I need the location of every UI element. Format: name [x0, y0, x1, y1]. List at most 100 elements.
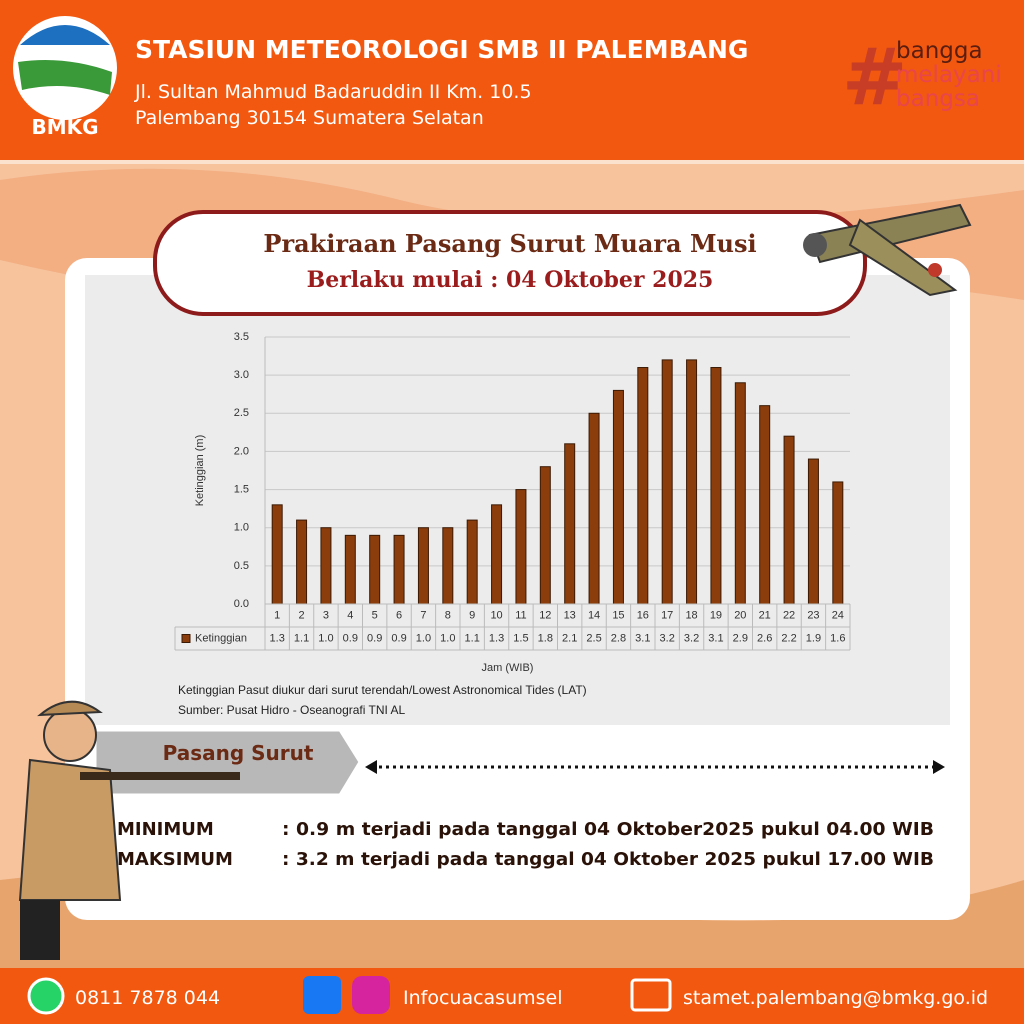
- data-label: 1.0: [416, 632, 431, 644]
- summary-label: Pasang Surut: [163, 741, 314, 765]
- address-line: Palembang 30154 Sumatera Selatan: [135, 107, 484, 129]
- data-label: 2.6: [757, 632, 772, 644]
- note: Ketinggian Pasut diukur dari surut teren…: [178, 683, 587, 697]
- y-tick-label: 2.5: [234, 407, 249, 419]
- summary-row-label: MINIMUM: [117, 819, 214, 840]
- whatsapp-icon: [27, 977, 65, 1015]
- tagline-symbol: #: [842, 33, 907, 123]
- footer-email: stamet.palembang@bmkg.go.id: [683, 987, 988, 1009]
- tagline: melayani: [896, 62, 1002, 88]
- x-tick-label: 13: [564, 609, 576, 621]
- bar: [393, 534, 405, 605]
- station-title: STASIUN METEOROLOGI SMB II PALEMBANG: [135, 35, 748, 64]
- header-line: [0, 160, 1024, 164]
- data-label: 3.1: [635, 632, 650, 644]
- data-label: 2.1: [562, 632, 577, 644]
- bar: [442, 527, 454, 605]
- x-tick-label: 17: [661, 609, 673, 621]
- facebook-icon: [303, 976, 341, 1014]
- data-label: 2.9: [733, 632, 748, 644]
- bar: [466, 519, 478, 605]
- x-tick-label: 5: [372, 609, 378, 621]
- data-label: 1.5: [513, 632, 528, 644]
- bar: [491, 504, 503, 605]
- tagline: bangga: [896, 38, 983, 64]
- legend-swatch: [181, 634, 191, 643]
- data-label: 3.1: [708, 632, 723, 644]
- x-tick-label: 18: [685, 609, 697, 621]
- logo-text: BMKG: [31, 115, 98, 139]
- bar: [807, 458, 819, 605]
- tagline: bangsa: [896, 86, 980, 112]
- instagram-icon: [352, 976, 390, 1014]
- data-label: 1.1: [294, 632, 309, 644]
- y-axis-label: Ketinggian (m): [194, 435, 206, 507]
- x-tick-label: 1: [274, 609, 280, 621]
- x-tick-label: 2: [299, 609, 305, 621]
- x-tick-label: 24: [832, 609, 844, 621]
- logo-sky: [20, 25, 110, 45]
- x-tick-label: 12: [539, 609, 551, 621]
- data-label: 2.2: [781, 632, 796, 644]
- note: Sumber: Pusat Hidro - Oseanografi TNI AL: [178, 703, 406, 717]
- bar: [710, 367, 722, 605]
- data-label: 1.6: [830, 632, 845, 644]
- bar: [344, 534, 356, 605]
- data-label: 1.1: [465, 632, 480, 644]
- banner: [153, 210, 867, 316]
- legend-label: Ketinggian: [195, 632, 247, 644]
- bar: [271, 504, 283, 605]
- bar: [783, 435, 795, 605]
- data-label: 1.0: [318, 632, 333, 644]
- x-tick-label: 8: [445, 609, 451, 621]
- x-tick-label: 19: [710, 609, 722, 621]
- bar: [686, 359, 698, 605]
- bar: [661, 359, 673, 605]
- x-tick-label: 7: [420, 609, 426, 621]
- x-tick-label: 11: [515, 609, 526, 621]
- y-tick-label: 1.5: [234, 483, 249, 495]
- x-tick-label: 22: [783, 609, 795, 621]
- footer-social: Infocuacasumsel: [403, 987, 563, 1009]
- summary-row-text: : 0.9 m terjadi pada tanggal 04 Oktober2…: [282, 819, 934, 840]
- y-tick-label: 0.0: [234, 598, 249, 610]
- bar: [564, 443, 576, 605]
- data-label: 1.3: [489, 632, 504, 644]
- bar: [515, 489, 527, 605]
- bar: [588, 412, 600, 605]
- banner-subtitle: Berlaku mulai : 04 Oktober 2025: [307, 267, 714, 293]
- y-tick-label: 3.5: [234, 331, 249, 343]
- y-tick-label: 1.0: [234, 522, 249, 534]
- x-tick-label: 21: [759, 609, 771, 621]
- bar: [734, 382, 746, 605]
- footer-phone: 0811 7878 044: [75, 987, 220, 1009]
- data-label: 3.2: [660, 632, 675, 644]
- x-tick-label: 9: [469, 609, 475, 621]
- x-tick-label: 16: [637, 609, 649, 621]
- bar: [637, 367, 649, 605]
- data-label: 1.9: [806, 632, 821, 644]
- y-tick-label: 3.0: [234, 369, 249, 381]
- data-label: 2.5: [586, 632, 601, 644]
- bar: [759, 405, 771, 605]
- x-tick-label: 10: [490, 609, 502, 621]
- bar: [296, 519, 308, 605]
- data-label: 1.8: [538, 632, 553, 644]
- x-tick-label: 3: [323, 609, 329, 621]
- summary-row-text: : 3.2 m terjadi pada tanggal 04 Oktober …: [282, 849, 934, 870]
- x-tick-label: 15: [612, 609, 624, 621]
- address-line: Jl. Sultan Mahmud Badaruddin II Km. 10.5: [134, 81, 532, 103]
- bar: [832, 481, 844, 605]
- x-tick-label: 4: [347, 609, 353, 621]
- banner-title: Prakiraan Pasang Surut Muara Musi: [263, 229, 756, 258]
- data-label: 0.9: [391, 632, 406, 644]
- logo-land: [18, 59, 112, 95]
- footer-band: [0, 968, 1024, 1024]
- plane-illustration: [803, 203, 972, 297]
- bar: [539, 466, 551, 605]
- soldier-illustration: [18, 700, 240, 960]
- bar: [320, 527, 332, 605]
